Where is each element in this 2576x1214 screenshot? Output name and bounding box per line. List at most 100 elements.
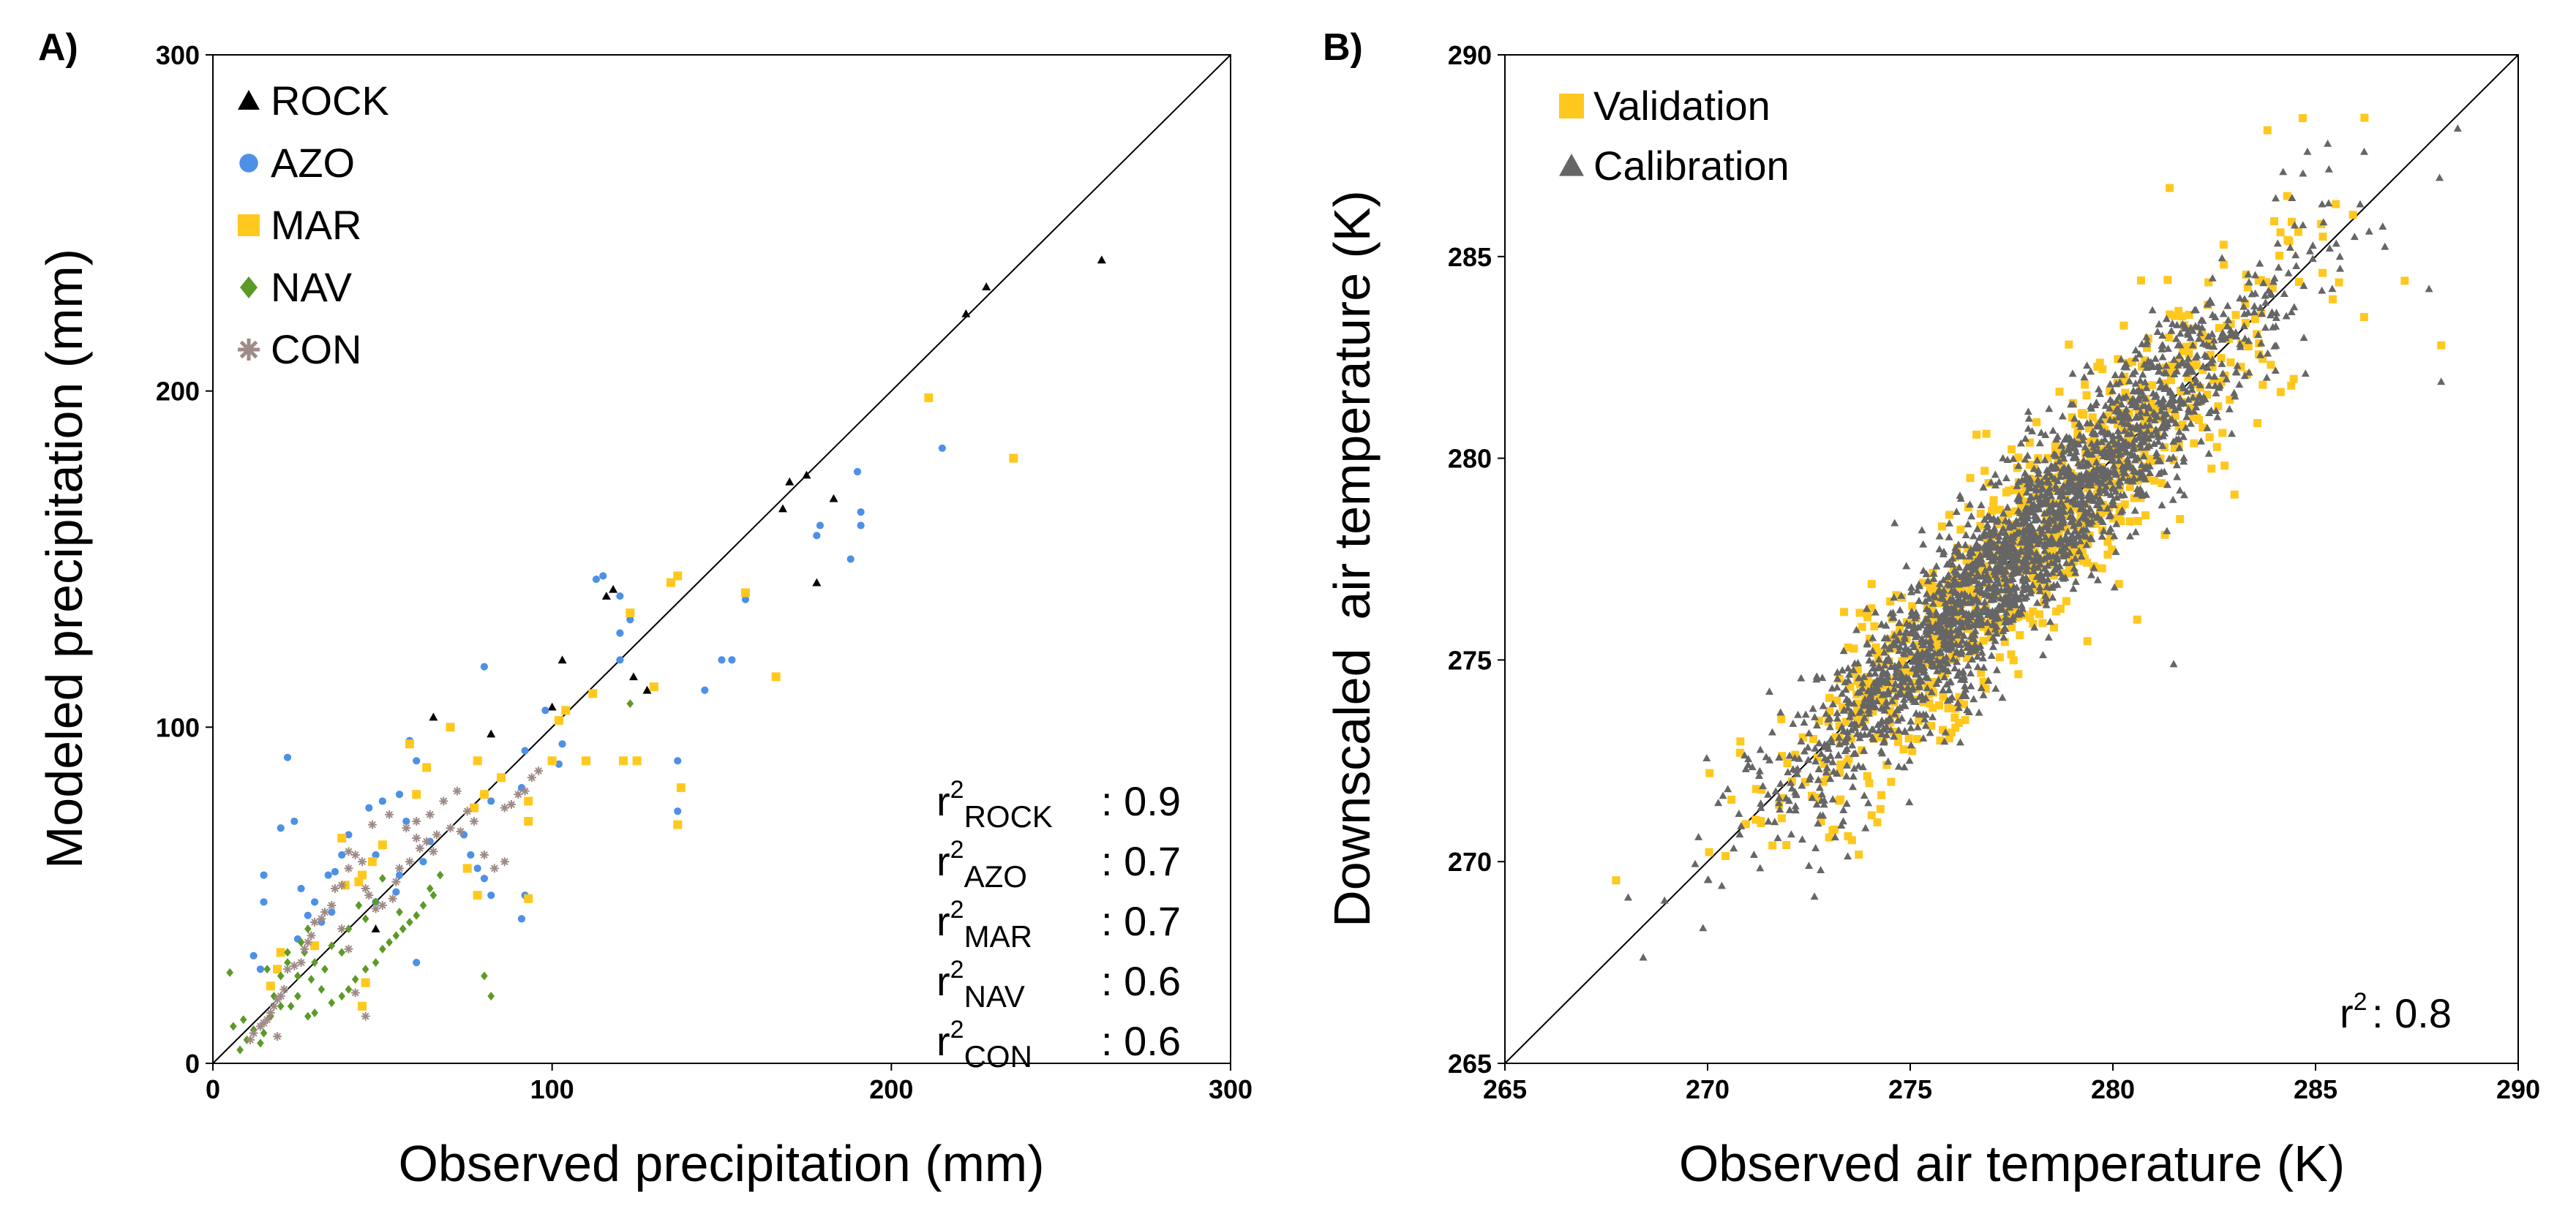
data-point [2119,377,2128,386]
y-tick-label: 290 [1448,40,1492,70]
data-point [1894,762,1903,770]
data-point [1945,734,1953,743]
data-point [2335,252,2344,260]
data-point [2175,351,2184,359]
data-point [256,965,265,973]
data-point [2095,484,2104,492]
data-point [1915,581,1924,589]
data-point [2359,147,2368,155]
data-point [2179,432,2188,440]
data-point [616,629,624,637]
data-point [2172,435,2181,443]
data-point [2183,328,2192,336]
data-point [379,874,386,883]
data-point [1801,710,1810,718]
data-point [1937,665,1946,673]
data-point [1810,892,1819,900]
data-point [2120,362,2129,370]
data-point [2172,461,2181,469]
data-point [1717,881,1726,889]
data-point [2162,314,2171,323]
data-point [2087,404,2096,412]
data-point [2176,341,2185,349]
data-point [1871,668,1880,676]
data-point [1850,659,1859,667]
data-point [2110,532,2119,540]
data-point [402,823,411,833]
data-point [2198,423,2207,432]
data-point [1833,668,1841,676]
data-point [2104,412,2113,421]
data-point [2155,376,2164,384]
data-point [2016,630,2024,639]
data-point [1891,679,1900,687]
data-point [257,1038,264,1048]
r2-letter: r [936,778,950,824]
data-point [2077,552,2086,560]
data-point [2286,244,2294,251]
data-point [276,992,285,1001]
data-point [2050,623,2059,632]
data-point [2215,324,2223,333]
data-point [345,984,353,994]
data-point [1973,652,1982,660]
data-point [1878,749,1887,757]
data-point [1923,684,1931,692]
data-point [2301,369,2310,377]
data-point [2009,454,2018,462]
data-point [2254,276,2263,285]
data-point [351,975,359,984]
data-point [524,796,533,806]
data-point [284,958,291,968]
data-point [2197,316,2206,324]
legend-label-mar: MAR [271,202,361,248]
data-point [1955,668,1964,676]
data-point [1947,728,1956,737]
data-point [1735,748,1744,757]
data-point [2043,466,2051,474]
x-tick-label: 300 [1209,1074,1253,1104]
data-point [2324,139,2332,147]
data-point [2106,478,2114,486]
data-point [1854,761,1863,769]
data-point [1979,690,1988,698]
data-point [1764,817,1773,825]
data-point [1921,597,1930,605]
data-point [1987,651,1996,659]
data-point [1956,648,1965,656]
data-point [419,900,427,910]
data-point [2095,358,2104,367]
data-point [1939,693,1948,701]
data-point [785,477,795,486]
data-point [2221,333,2230,342]
data-point [1828,684,1836,692]
data-point [2151,354,2160,362]
data-point [1910,620,1918,628]
data-point [263,965,271,974]
data-point [1895,646,1904,655]
data-point [1756,745,1765,753]
data-point [1805,862,1813,870]
data-point [2261,291,2269,299]
data-point [2261,323,2269,331]
data-point [2027,531,2035,539]
data-point [1848,741,1857,749]
data-point [2035,587,2044,595]
data-point [1977,612,1986,620]
data-point [1891,692,1900,700]
data-point [2272,322,2280,330]
data-point [1932,679,1941,687]
data-point [2243,283,2252,292]
data-point [2214,402,2223,411]
data-point [1869,703,1877,711]
data-point [582,756,591,766]
data-point [1909,640,1918,648]
r2-subscript: AZO [964,859,1027,894]
data-point [2125,377,2134,385]
data-point [1996,594,2005,602]
data-point [2244,336,2253,344]
data-point [1839,646,1848,655]
data-point [1963,544,1972,553]
data-point [1889,613,1898,621]
data-point [1919,734,1928,742]
